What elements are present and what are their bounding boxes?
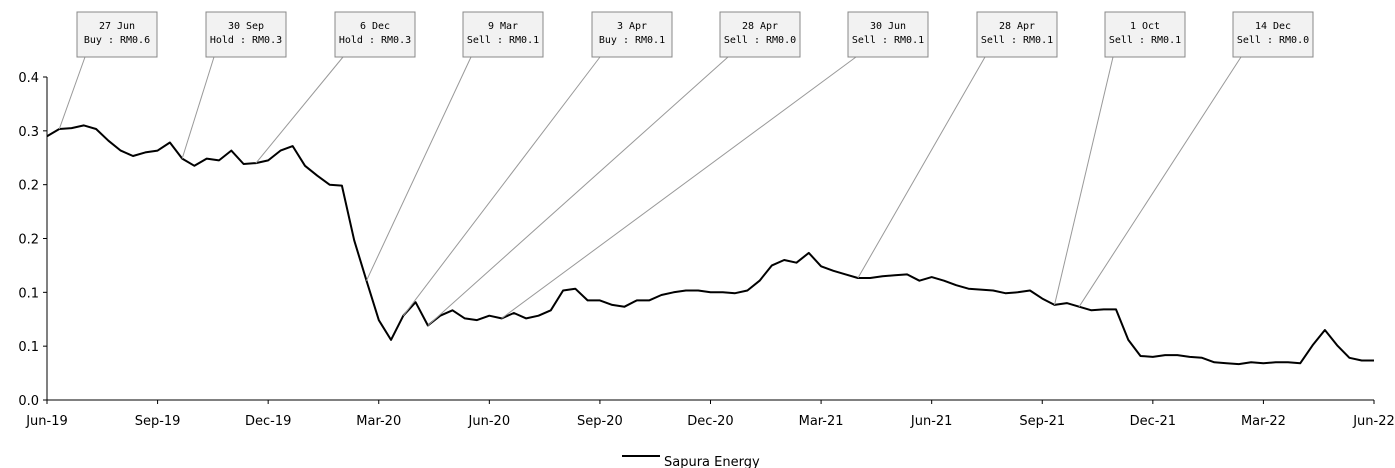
annotation-box xyxy=(719,11,801,58)
annotation-text: Sell : RM0.0 xyxy=(724,35,796,46)
x-tick-label: Mar-22 xyxy=(1241,414,1286,429)
x-tick-label: Mar-20 xyxy=(356,414,401,429)
annotation-box xyxy=(847,11,929,58)
annotation-leader xyxy=(366,56,472,281)
annotation-date: 1 Oct xyxy=(1130,21,1160,32)
annotation-text: Hold : RM0.3 xyxy=(339,35,411,46)
annotation-box xyxy=(1104,11,1186,58)
annotation-box xyxy=(462,11,544,58)
annotation-box xyxy=(76,11,158,58)
y-tick-label: 0.3 xyxy=(18,125,39,140)
annotation-text: Buy : RM0.6 xyxy=(84,35,150,46)
x-tick-label: Jun-20 xyxy=(468,414,511,429)
annotation-box xyxy=(1232,11,1314,58)
annotation-text: Sell : RM0.1 xyxy=(981,35,1053,46)
y-tick-label: 0.0 xyxy=(18,394,39,409)
x-tick-label: Jun-19 xyxy=(25,414,68,429)
annotation-leader xyxy=(181,56,215,159)
x-tick-label: Sep-21 xyxy=(1019,414,1065,429)
annotation-date: 14 Dec xyxy=(1255,21,1291,32)
annotation-box xyxy=(591,11,673,58)
annotation-leader xyxy=(501,56,857,319)
y-tick-label: 0.4 xyxy=(18,71,39,86)
annotation-date: 30 Sep xyxy=(228,21,264,32)
annotation-text: Sell : RM0.1 xyxy=(852,35,924,46)
annotation-leader xyxy=(857,56,986,279)
x-tick-label: Mar-21 xyxy=(799,414,844,429)
annotation-date: 28 Apr xyxy=(742,21,778,32)
x-tick-label: Dec-19 xyxy=(245,414,291,429)
annotation-date: 27 Jun xyxy=(99,21,135,32)
x-tick-label: Jun-22 xyxy=(1352,414,1395,429)
y-tick-label: 0.2 xyxy=(18,179,39,194)
annotation-text: Hold : RM0.3 xyxy=(210,35,282,46)
x-tick-label: Sep-20 xyxy=(577,414,623,429)
annotation-leader xyxy=(1078,56,1242,307)
annotation-text: Sell : RM0.1 xyxy=(467,35,539,46)
annotation-leader xyxy=(255,56,344,164)
annotation-text: Sell : RM0.0 xyxy=(1237,35,1309,46)
legend-label: Sapura Energy xyxy=(664,455,760,468)
annotation-date: 30 Jun xyxy=(870,21,906,32)
annotation-leader xyxy=(58,56,86,130)
y-tick-label: 0.1 xyxy=(18,286,39,301)
annotation-date: 28 Apr xyxy=(999,21,1035,32)
annotation-text: Sell : RM0.1 xyxy=(1109,35,1181,46)
annotation-box xyxy=(205,11,287,58)
y-tick-label: 0.1 xyxy=(18,340,39,355)
annotation-leader xyxy=(1054,56,1114,306)
x-tick-label: Sep-19 xyxy=(135,414,181,429)
y-tick-label: 0.2 xyxy=(18,233,39,248)
annotation-leader xyxy=(427,56,729,326)
annotation-date: 6 Dec xyxy=(360,21,390,32)
annotation-box xyxy=(976,11,1058,58)
annotation-text: Buy : RM0.1 xyxy=(599,35,665,46)
annotation-leader xyxy=(402,56,601,316)
x-tick-label: Dec-20 xyxy=(687,414,733,429)
annotation-box xyxy=(334,11,416,58)
annotation-date: 3 Apr xyxy=(617,21,647,32)
price-line xyxy=(46,124,1374,366)
x-tick-label: Jun-21 xyxy=(910,414,953,429)
annotation-date: 9 Mar xyxy=(488,21,518,32)
x-tick-label: Dec-21 xyxy=(1130,414,1176,429)
